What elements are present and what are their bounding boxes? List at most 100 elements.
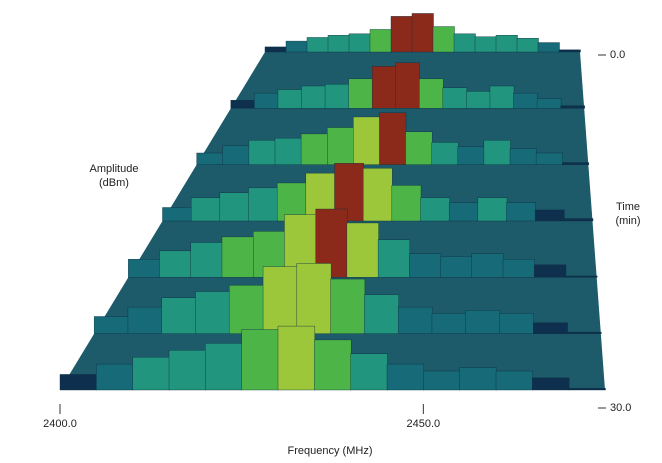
amplitude-cell — [163, 208, 192, 222]
amplitude-cell — [327, 128, 354, 165]
amplitude-cell — [562, 163, 589, 165]
amplitude-cell — [169, 350, 206, 390]
amplitude-cell — [263, 267, 297, 334]
amplitude-cell — [392, 185, 421, 221]
amplitude-cell — [517, 38, 539, 52]
amplitude-cell — [432, 313, 466, 333]
amplitude-cell — [514, 93, 538, 108]
amplitude-cell — [421, 198, 450, 221]
amplitude-cell — [569, 388, 606, 390]
amplitude-cell — [484, 140, 511, 164]
amplitude-cell — [490, 86, 514, 108]
amplitude-cell — [205, 343, 242, 390]
amplitude-cell — [314, 340, 351, 390]
amplitude-cell — [496, 35, 518, 52]
amplitude-cell — [419, 79, 443, 109]
amplitude-cell — [128, 259, 160, 277]
y-axis-label: Time (min) — [606, 200, 650, 228]
amplitude-cell — [379, 113, 406, 165]
amplitude-cell — [278, 326, 315, 390]
amplitude-cell — [561, 106, 585, 109]
amplitude-cell — [535, 210, 564, 221]
z-axis-label: Amplitude (dBm) — [86, 162, 142, 190]
amplitude-cell — [443, 88, 467, 109]
y-tick-label: 0.0 — [610, 49, 625, 61]
x-axis-label: Frequency (MHz) — [230, 444, 430, 458]
amplitude-cell — [412, 13, 434, 52]
amplitude-cell — [96, 364, 133, 390]
amplitude-cell — [510, 149, 537, 165]
amplitude-cell — [478, 198, 507, 221]
amplitude-cell — [370, 29, 392, 52]
amplitude-cell — [432, 142, 459, 164]
amplitude-cell — [231, 100, 255, 108]
amplitude-cell — [536, 153, 563, 165]
amplitude-cell — [286, 41, 308, 52]
amplitude-cell — [94, 317, 128, 334]
amplitude-cell — [466, 310, 500, 333]
amplitude-cell — [275, 138, 302, 165]
amplitude-cell — [364, 295, 398, 334]
amplitude-cell — [363, 168, 392, 221]
amplitude-cell — [503, 259, 535, 277]
amplitude-cell — [191, 198, 220, 221]
amplitude-cell — [391, 16, 413, 52]
amplitude-cell — [565, 276, 597, 277]
y-tick-label: 30.0 — [610, 402, 631, 414]
amplitude-cell — [406, 132, 433, 165]
amplitude-cell — [353, 117, 380, 165]
amplitude-cell — [307, 37, 329, 52]
amplitude-cell — [301, 134, 328, 165]
amplitude-cell — [347, 223, 379, 277]
amplitude-cell — [534, 265, 566, 278]
amplitude-cell — [454, 34, 476, 52]
amplitude-cell — [449, 203, 478, 221]
x-tick-label: 2450.0 — [407, 418, 441, 430]
amplitude-cell — [387, 364, 424, 390]
amplitude-cell — [297, 263, 331, 333]
amplitude-cell — [302, 86, 326, 108]
amplitude-cell — [441, 256, 473, 277]
amplitude-cell — [191, 242, 223, 277]
amplitude-cell — [220, 193, 249, 221]
amplitude-cell — [460, 368, 497, 390]
amplitude-cell — [60, 374, 97, 390]
amplitude-cell — [242, 330, 279, 390]
chart: 2400.02450.00.030.0 Amplitude (dBm) Time… — [0, 0, 662, 463]
amplitude-cell — [372, 66, 396, 108]
amplitude-cell — [223, 146, 250, 165]
amplitude-cell — [349, 79, 373, 109]
amplitude-cell — [229, 285, 263, 333]
amplitude-cell — [472, 254, 504, 278]
amplitude-cell — [409, 254, 441, 278]
amplitude-cell — [328, 35, 350, 52]
amplitude-cell — [249, 188, 278, 221]
amplitude-cell — [533, 323, 567, 334]
amplitude-cell — [507, 203, 536, 221]
amplitude-cell — [325, 84, 349, 108]
amplitude-cell — [349, 34, 371, 52]
amplitude-cell — [222, 237, 254, 277]
amplitude-cell — [538, 43, 560, 52]
amplitude-cell — [423, 371, 460, 390]
amplitude-cell — [197, 153, 224, 165]
amplitude-cell — [162, 298, 196, 334]
amplitude-cell — [160, 251, 192, 277]
amplitude-cell — [500, 313, 534, 333]
amplitude-cell — [564, 219, 593, 221]
amplitude-cell — [532, 378, 569, 390]
amplitude-cell — [351, 354, 388, 390]
amplitude-cell — [466, 91, 490, 108]
amplitude-cell — [331, 279, 365, 334]
amplitude-cell — [559, 50, 581, 52]
amplitude-cell — [133, 357, 170, 390]
amplitude-cell — [537, 99, 561, 109]
plot: 2400.02450.00.030.0 — [0, 0, 662, 463]
amplitude-cell — [433, 27, 455, 52]
amplitude-cell — [249, 140, 276, 164]
amplitude-cell — [567, 332, 601, 334]
amplitude-cell — [396, 63, 420, 109]
amplitude-cell — [496, 371, 533, 390]
amplitude-cell — [278, 90, 302, 109]
amplitude-cell — [475, 37, 497, 52]
